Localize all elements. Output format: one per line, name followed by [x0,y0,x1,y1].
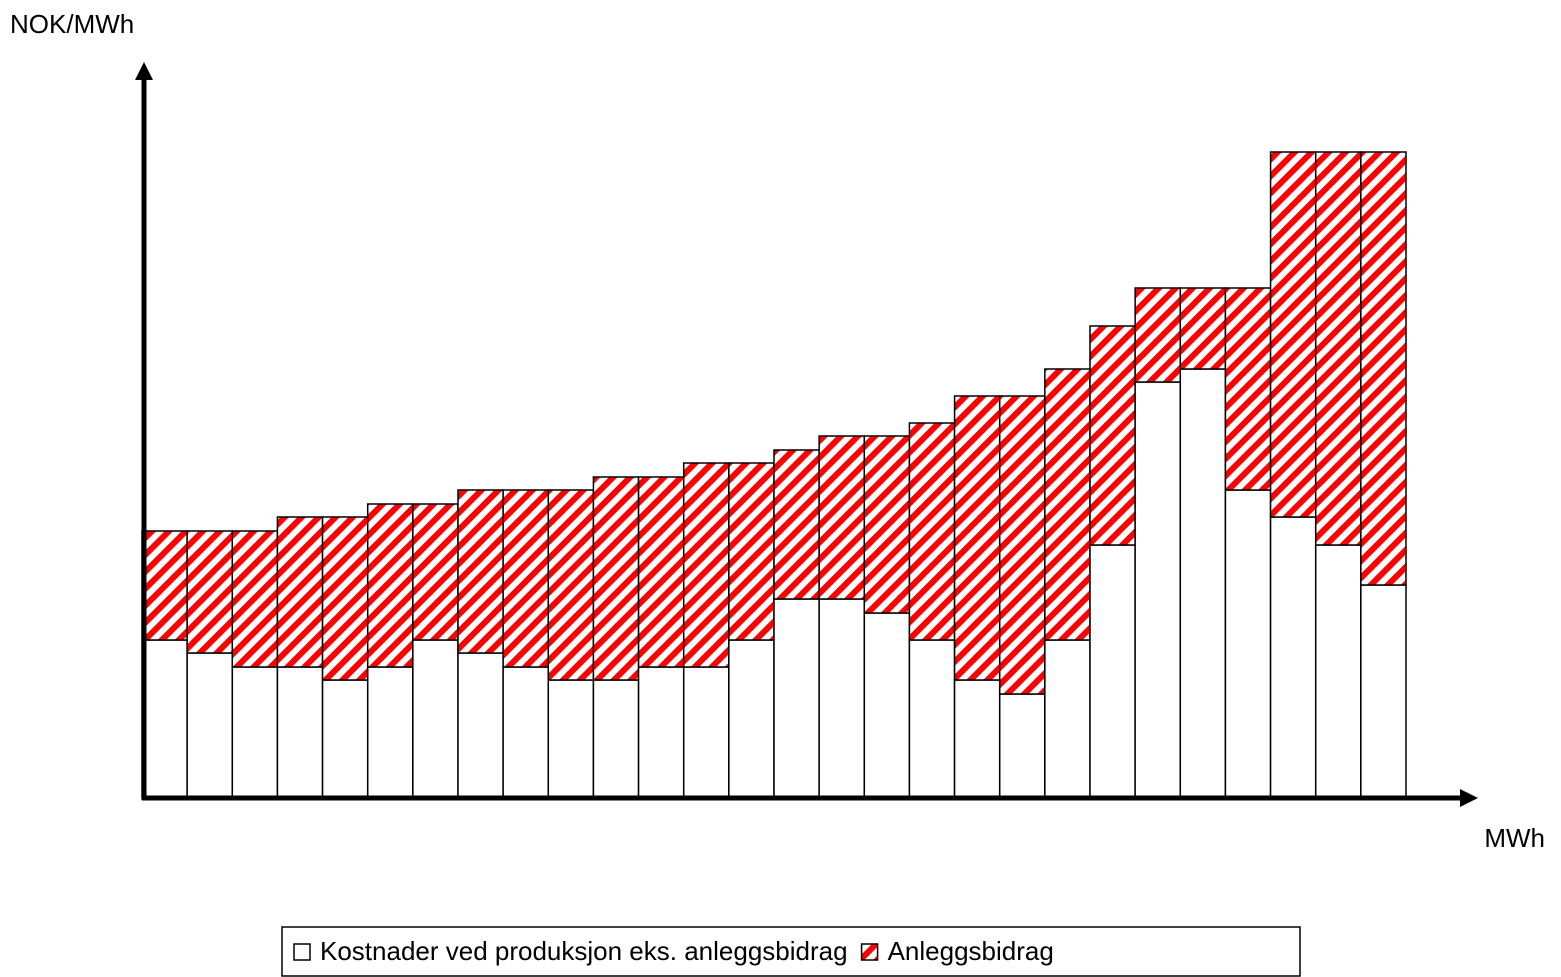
legend-swatch [860,943,879,961]
bar-segment [1269,516,1317,799]
bar-segment [1089,325,1136,546]
bar-segment [1360,584,1407,799]
bar-segment [908,422,956,641]
bar-segment [1044,368,1091,641]
bar-segment [366,503,414,668]
bar-segment [592,476,640,681]
bar-segment [1224,489,1272,799]
bar-segment [502,666,550,799]
bar-segment [953,395,1001,681]
bar-segment [818,598,866,799]
bar-segment [457,652,504,799]
y-axis-label: NOK/MWh [10,9,134,39]
bar-segment [998,395,1046,695]
bar-segment [321,679,369,799]
legend-box [281,926,1301,977]
bar-segment [231,666,279,799]
legend: Kostnader ved produksjon eks. anleggsbid… [293,936,1054,966]
bar-segment [682,666,730,799]
legend-label: Anleggsbidrag [888,936,1054,966]
bar-segment [998,693,1046,799]
bar-segment [186,530,234,654]
bar-segment [773,598,820,799]
bar-segment [457,489,504,654]
bar-segment [863,435,911,614]
bar-segment [1134,287,1182,383]
bar-segment [728,639,775,799]
x-axis-label: MWh [1484,823,1545,853]
bar-segment [502,489,550,668]
bar-segment [141,639,188,799]
bar-segment [141,530,188,641]
bar-segment [953,679,1001,799]
bar-segment [412,639,459,799]
bar-segment [1224,287,1272,491]
bar-segment [682,462,730,668]
bar-segment [1269,151,1317,518]
y-axis-arrow [135,62,153,80]
bar-segment [1134,381,1182,799]
bar-segment [1179,368,1227,799]
bar-segment [321,516,369,681]
bar-segment [276,516,324,668]
bar-segment [186,652,234,799]
bar-segment [592,679,640,799]
bar-segment [1044,639,1091,799]
bar-segment [818,435,866,600]
bar-segment [412,503,459,641]
bar-segment [1179,287,1227,370]
x-axis-arrow [1460,789,1478,807]
bar-segment [547,679,595,799]
bar-segment [366,666,414,799]
bar-segment [908,639,956,799]
bar-segment [1089,544,1136,799]
bar-segment [231,530,279,668]
bar-segment [728,462,775,641]
bar-segment [637,666,685,799]
legend-label: Kostnader ved produksjon eks. anleggsbid… [320,936,848,966]
bar-segment [863,612,911,799]
bar-segment [1314,544,1362,799]
bar-segment [637,476,685,668]
legend-swatch [293,943,311,961]
bar-segment [276,666,324,799]
bar-segment [547,489,595,681]
bar-segment [1314,151,1362,546]
bar-segment [773,449,820,600]
bar-segment [1360,151,1407,586]
